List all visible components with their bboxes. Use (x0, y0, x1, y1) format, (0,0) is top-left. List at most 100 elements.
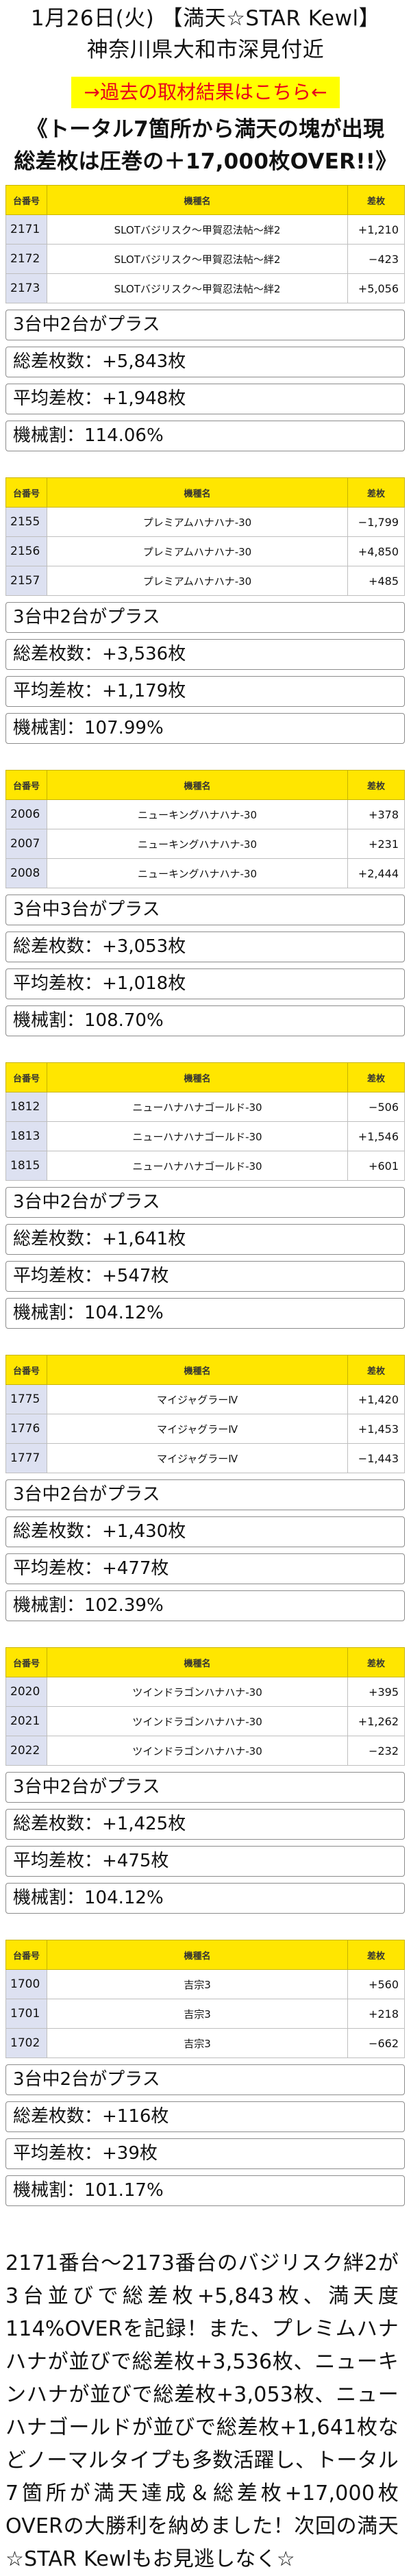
machine-model: ツインドラゴンハナハナ-30 (47, 1706, 348, 1736)
average-diff: 平均差枚：+1,948枚 (5, 384, 405, 414)
header-diff: 差枚 (347, 1647, 405, 1677)
result-section: 台番号 機種名 差枚 1700 吉宗3 +560 1701 吉宗3 +218 1702 吉宗3 −66… (5, 1940, 406, 2206)
machine-diff: +2,444 (347, 858, 405, 888)
header-number: 台番号 (5, 477, 47, 508)
machine-model: マイジャグラーⅣ (47, 1443, 348, 1473)
table-row: 1702 吉宗3 −662 (5, 2028, 405, 2058)
machine-diff: +218 (347, 1999, 405, 2029)
plus-count: 3台中3台がプラス (5, 895, 405, 925)
header-diff: 差枚 (347, 770, 405, 800)
total-diff: 総差枚数：+116枚 (5, 2101, 405, 2132)
date-title: 1月26日(火) 【満天☆STAR Kewl】 (30, 6, 381, 31)
machine-model: プレミアムハナハナ-30 (47, 566, 348, 596)
machine-model: SLOTバジリスク～甲賀忍法帖～絆2 (47, 214, 348, 245)
machine-rate: 機械割：107.99% (5, 713, 405, 744)
table-header-row: 台番号 機種名 差枚 (5, 770, 405, 800)
table-row: 1776 マイジャグラーⅣ +1,453 (5, 1414, 405, 1444)
machine-number: 2155 (5, 507, 47, 537)
machine-number: 2157 (5, 566, 47, 596)
average-diff: 平均差枚：+475枚 (5, 1846, 405, 1877)
machine-number: 1775 (5, 1384, 47, 1414)
table-row: 2172 SLOTバジリスク～甲賀忍法帖～絆2 −423 (5, 244, 405, 274)
machine-model: SLOTバジリスク～甲賀忍法帖～絆2 (47, 244, 348, 274)
machine-diff: +1,210 (347, 214, 405, 245)
table-header-row: 台番号 機種名 差枚 (5, 1062, 405, 1092)
result-section: 台番号 機種名 差枚 2171 SLOTバジリスク～甲賀忍法帖～絆2 +1,210 2172… (5, 185, 406, 451)
average-diff: 平均差枚：+1,179枚 (5, 676, 405, 707)
machine-model: 吉宗3 (47, 1969, 348, 1999)
plus-count: 3台中2台がプラス (5, 1772, 405, 1803)
results-table: 台番号 機種名 差枚 2171 SLOTバジリスク～甲賀忍法帖～絆2 +1,210 2172… (5, 185, 405, 303)
table-header-row: 台番号 機種名 差枚 (5, 1647, 405, 1677)
machine-number: 1701 (5, 1999, 47, 2029)
machine-number: 2173 (5, 273, 47, 303)
plus-count: 3台中2台がプラス (5, 602, 405, 633)
result-section: 台番号 機種名 差枚 2155 プレミアムハナハナ-30 −1,799 2156 プレミアムハ… (5, 477, 406, 744)
table-row: 2021 ツインドラゴンハナハナ-30 +1,262 (5, 1706, 405, 1736)
header-model: 機種名 (47, 770, 348, 800)
table-row: 1701 吉宗3 +218 (5, 1999, 405, 2029)
machine-rate: 機械割：102.39% (5, 1590, 405, 1621)
machine-model: プレミアムハナハナ-30 (47, 536, 348, 566)
machine-model: SLOTバジリスク～甲賀忍法帖～絆2 (47, 273, 348, 303)
machine-model: プレミアムハナハナ-30 (47, 507, 348, 537)
machine-number: 1815 (5, 1151, 47, 1181)
machine-rate: 機械割：104.12% (5, 1883, 405, 1914)
table-row: 2157 プレミアムハナハナ-30 +485 (5, 566, 405, 596)
machine-model: ニューキングハナハナ-30 (47, 858, 348, 888)
machine-diff: +601 (347, 1151, 405, 1181)
table-header-row: 台番号 機種名 差枚 (5, 185, 405, 215)
headline-line: 《トータル7箇所から満天の塊が出現 (26, 117, 385, 142)
machine-model: ツインドラゴンハナハナ-30 (47, 1677, 348, 1707)
headline: 《トータル7箇所から満天の塊が出現 総差枚は圧巻の＋17,000枚OVER!!》 (5, 114, 406, 178)
machine-diff: −662 (347, 2028, 405, 2058)
table-row: 1700 吉宗3 +560 (5, 1969, 405, 1999)
plus-count: 3台中2台がプラス (5, 1187, 405, 1218)
machine-number: 2172 (5, 244, 47, 274)
total-diff: 総差枚数：+1,430枚 (5, 1516, 405, 1547)
machine-number: 2006 (5, 799, 47, 829)
machine-model: マイジャグラーⅣ (47, 1414, 348, 1444)
machine-model: ニューハナハナゴールド-30 (47, 1151, 348, 1181)
results-table: 台番号 機種名 差枚 1775 マイジャグラーⅣ +1,420 1776 マイジャグラーⅣ +1… (5, 1355, 405, 1473)
machine-rate: 機械割：104.12% (5, 1298, 405, 1329)
table-row: 2173 SLOTバジリスク～甲賀忍法帖～絆2 +5,056 (5, 273, 405, 303)
table-row: 1775 マイジャグラーⅣ +1,420 (5, 1384, 405, 1414)
header-diff: 差枚 (347, 1940, 405, 1970)
machine-diff: −1,443 (347, 1443, 405, 1473)
total-diff: 総差枚数：+3,053枚 (5, 931, 405, 962)
machine-number: 2007 (5, 829, 47, 859)
header-number: 台番号 (5, 770, 47, 800)
header-model: 機種名 (47, 1647, 348, 1677)
table-row: 2156 プレミアムハナハナ-30 +4,850 (5, 536, 405, 566)
average-diff: 平均差枚：+1,018枚 (5, 968, 405, 999)
header-model: 機種名 (47, 477, 348, 508)
machine-number: 2171 (5, 214, 47, 245)
header-number: 台番号 (5, 185, 47, 215)
machine-diff: +1,546 (347, 1121, 405, 1151)
past-results-link[interactable]: →過去の取材結果はこちら← (71, 77, 340, 108)
summary-text: 2171番台～2173番台のバジリスク絆2が3台並びで総差枚+5,843枚、満天… (5, 2251, 399, 2571)
table-row: 2020 ツインドラゴンハナハナ-30 +395 (5, 1677, 405, 1707)
total-diff: 総差枚数：+3,536枚 (5, 639, 405, 670)
header-model: 機種名 (47, 185, 348, 215)
machine-diff: +485 (347, 566, 405, 596)
machine-diff: −506 (347, 1092, 405, 1122)
table-header-row: 台番号 機種名 差枚 (5, 477, 405, 508)
machine-model: 吉宗3 (47, 2028, 348, 2058)
table-row: 2022 ツインドラゴンハナハナ-30 −232 (5, 1736, 405, 1766)
machine-diff: +1,262 (347, 1706, 405, 1736)
table-header-row: 台番号 機種名 差枚 (5, 1355, 405, 1385)
machine-diff: +4,850 (347, 536, 405, 566)
plus-count: 3台中2台がプラス (5, 310, 405, 340)
table-row: 1812 ニューハナハナゴールド-30 −506 (5, 1092, 405, 1122)
machine-number: 1812 (5, 1092, 47, 1122)
machine-diff: +378 (347, 799, 405, 829)
result-section: 台番号 機種名 差枚 1812 ニューハナハナゴールド-30 −506 1813 ニューハナハ… (5, 1062, 406, 1329)
machine-number: 2020 (5, 1677, 47, 1707)
machine-model: マイジャグラーⅣ (47, 1384, 348, 1414)
machine-diff: −1,799 (347, 507, 405, 537)
result-section: 台番号 機種名 差枚 2006 ニューキングハナハナ-30 +378 2007 ニューキングハ… (5, 770, 406, 1036)
plus-count: 3台中2台がプラス (5, 1479, 405, 1510)
